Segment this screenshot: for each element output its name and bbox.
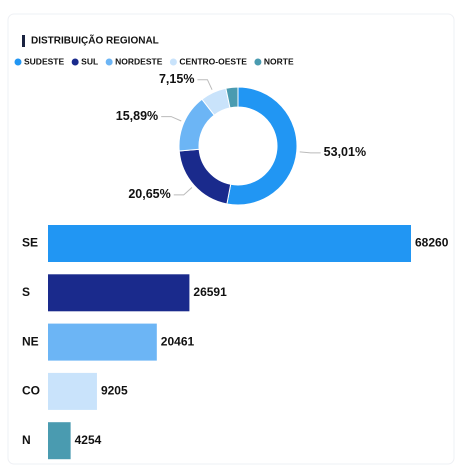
leader-line bbox=[299, 151, 321, 154]
bar-value-label: 9205 bbox=[101, 384, 128, 398]
bar-category-label: S bbox=[22, 285, 30, 299]
donut-value-label: 7,15% bbox=[159, 72, 194, 86]
donut-value-label: 53,01% bbox=[324, 145, 366, 159]
bar-category-label: SE bbox=[22, 236, 38, 250]
legend-dot bbox=[14, 58, 22, 66]
legend-label: CENTRO-OESTE bbox=[179, 56, 247, 66]
legend-dot bbox=[169, 58, 177, 66]
donut-value-label: 20,65% bbox=[128, 187, 170, 201]
bar bbox=[48, 422, 71, 460]
donut-slice bbox=[226, 86, 298, 206]
bar-value-label: 68260 bbox=[415, 236, 449, 250]
bar-category-label: CO bbox=[22, 384, 40, 398]
legend-label: NORTE bbox=[264, 56, 294, 66]
donut-slice bbox=[225, 86, 239, 109]
bar bbox=[48, 274, 190, 312]
leader-line bbox=[173, 187, 193, 196]
bar bbox=[48, 225, 411, 262]
panel-title: DISTRIBUIÇÃO REGIONAL bbox=[31, 34, 159, 47]
legend-dot bbox=[254, 58, 262, 66]
legend-dot bbox=[105, 58, 113, 66]
bar-value-label: 4254 bbox=[75, 433, 102, 447]
leader-line bbox=[161, 116, 182, 122]
legend-label: SUL bbox=[81, 56, 98, 66]
bar bbox=[48, 323, 157, 361]
leader-line bbox=[197, 79, 213, 90]
legend-label: NORDESTE bbox=[115, 56, 163, 66]
donut-value-label: 15,89% bbox=[116, 109, 158, 123]
bar-category-label: NE bbox=[22, 334, 39, 348]
bar-category-label: N bbox=[22, 433, 31, 447]
bar-value-label: 26591 bbox=[193, 285, 227, 299]
bar-value-label: 20461 bbox=[161, 334, 195, 348]
legend-dot bbox=[71, 58, 79, 66]
legend-label: SUDESTE bbox=[24, 56, 64, 66]
bar bbox=[48, 372, 97, 410]
title-marker bbox=[22, 35, 25, 47]
